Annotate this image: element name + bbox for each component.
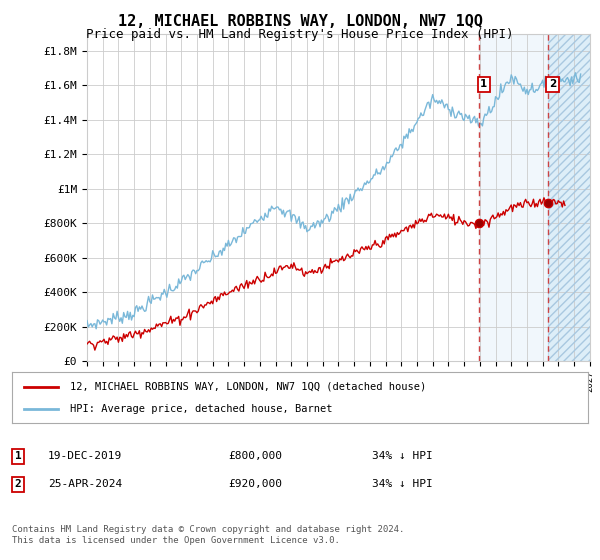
- Text: 2: 2: [549, 80, 556, 90]
- Text: Price paid vs. HM Land Registry's House Price Index (HPI): Price paid vs. HM Land Registry's House …: [86, 28, 514, 41]
- Text: 34% ↓ HPI: 34% ↓ HPI: [372, 451, 433, 461]
- Text: £800,000: £800,000: [228, 451, 282, 461]
- Text: 25-APR-2024: 25-APR-2024: [48, 479, 122, 489]
- Text: Contains HM Land Registry data © Crown copyright and database right 2024.
This d: Contains HM Land Registry data © Crown c…: [12, 525, 404, 545]
- Text: 12, MICHAEL ROBBINS WAY, LONDON, NW7 1QQ: 12, MICHAEL ROBBINS WAY, LONDON, NW7 1QQ: [118, 14, 482, 29]
- Text: £920,000: £920,000: [228, 479, 282, 489]
- Bar: [479, 34, 548, 361]
- Text: 34% ↓ HPI: 34% ↓ HPI: [372, 479, 433, 489]
- Text: 1: 1: [480, 80, 488, 90]
- Text: 1: 1: [14, 451, 22, 461]
- Text: 2: 2: [14, 479, 22, 489]
- Bar: [548, 34, 600, 361]
- Text: HPI: Average price, detached house, Barnet: HPI: Average price, detached house, Barn…: [70, 404, 332, 414]
- Text: 19-DEC-2019: 19-DEC-2019: [48, 451, 122, 461]
- Bar: [548, 34, 600, 361]
- Text: 12, MICHAEL ROBBINS WAY, LONDON, NW7 1QQ (detached house): 12, MICHAEL ROBBINS WAY, LONDON, NW7 1QQ…: [70, 381, 426, 391]
